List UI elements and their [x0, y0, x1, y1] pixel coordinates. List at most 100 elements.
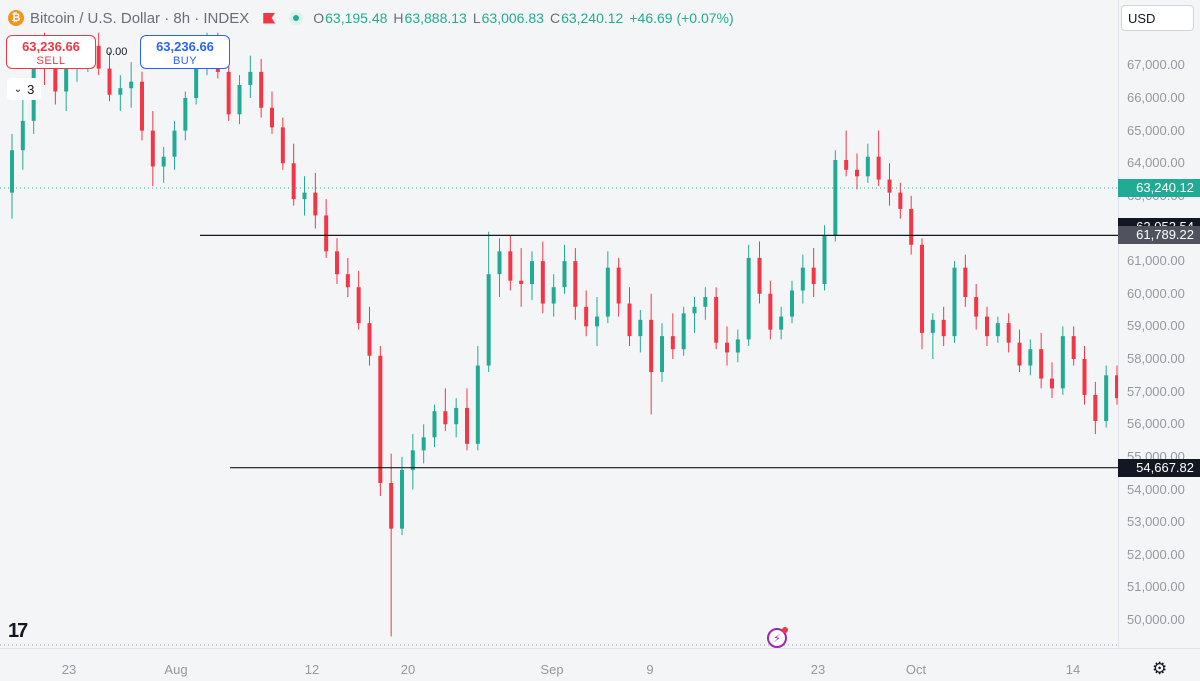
- candle: [844, 130, 849, 177]
- candle: [540, 241, 545, 314]
- candle: [530, 251, 534, 301]
- sell-label: SELL: [36, 55, 66, 67]
- market-status-icon[interactable]: [289, 11, 304, 25]
- time-tick-label: Sep: [540, 662, 564, 677]
- candle: [118, 75, 123, 112]
- candle: [757, 241, 762, 304]
- high-label: H: [393, 10, 404, 26]
- candle: [356, 270, 361, 330]
- candle: [930, 313, 935, 359]
- candlestick-chart[interactable]: [0, 0, 1118, 648]
- candle: [714, 287, 719, 350]
- candle: [692, 297, 697, 333]
- candle: [1017, 329, 1022, 373]
- bitcoin-icon: ₿: [8, 10, 24, 26]
- time-tick-label: 14: [1065, 662, 1081, 677]
- price-tick-label: 59,000.00: [1127, 318, 1185, 334]
- price-tick-label: 51,000.00: [1127, 579, 1185, 595]
- price-tick-label: 60,000.00: [1127, 285, 1185, 301]
- time-tick-label: Oct: [905, 662, 927, 677]
- candle: [497, 238, 502, 298]
- candle: [638, 310, 643, 353]
- candle: [129, 62, 134, 108]
- candle: [150, 111, 155, 187]
- currency-select[interactable]: USD: [1121, 5, 1194, 31]
- change-value: +46.69 (+0.07%): [629, 10, 734, 26]
- candle: [876, 130, 881, 187]
- lightning-event-icon[interactable]: ⚡: [767, 627, 788, 648]
- spread-value: 0.00: [106, 46, 128, 58]
- tradingview-logo[interactable]: 17: [8, 620, 28, 642]
- candle: [822, 225, 827, 291]
- price-tick-label: 56,000.00: [1127, 416, 1185, 432]
- last-price-tag: 63,240.12: [1118, 179, 1200, 198]
- candle: [454, 398, 459, 438]
- candle: [703, 287, 708, 320]
- candle: [291, 143, 296, 206]
- buy-button[interactable]: 63,236.66 BUY: [140, 35, 230, 69]
- symbol-title[interactable]: Bitcoin / U.S. Dollar · 8h · INDEX: [30, 9, 250, 27]
- price-tick-label: 58,000.00: [1127, 351, 1185, 366]
- time-axis[interactable]: [0, 648, 1200, 681]
- candle: [855, 153, 859, 190]
- candle: [226, 58, 231, 121]
- candle: [1050, 362, 1054, 399]
- candle: [1028, 339, 1033, 376]
- candle: [865, 143, 870, 183]
- candle: [421, 424, 426, 464]
- open-value: 63,195.48: [325, 10, 388, 26]
- candle: [1082, 345, 1087, 405]
- price-tick-label: 65,000.00: [1127, 122, 1185, 138]
- candle: [432, 404, 437, 448]
- candle: [107, 52, 112, 102]
- chart-plot-area[interactable]: [0, 0, 1118, 648]
- time-tick-label: 23: [810, 662, 826, 677]
- candle: [475, 345, 480, 451]
- indicators-toggle-button[interactable]: ⌄ 3: [7, 78, 41, 100]
- candle: [833, 150, 838, 242]
- flag-icon[interactable]: [263, 12, 276, 24]
- candle: [183, 91, 188, 141]
- candle: [378, 345, 383, 497]
- candle: [551, 274, 556, 317]
- candle: [887, 163, 892, 206]
- candle: [519, 248, 524, 307]
- candle: [367, 306, 372, 366]
- price-tick-label: 61,000.00: [1127, 253, 1185, 269]
- price-axis[interactable]: [1118, 0, 1200, 648]
- candle: [681, 306, 686, 356]
- high-value: 63,888.13: [404, 10, 467, 26]
- candle: [811, 248, 816, 298]
- candle: [96, 32, 101, 76]
- indicators-count: 3: [27, 81, 35, 97]
- buy-price: 63,236.66: [156, 39, 214, 54]
- candle: [465, 388, 469, 451]
- settings-gear-icon[interactable]: ⚙: [1152, 659, 1168, 678]
- candle: [443, 388, 448, 431]
- price-tick-label: 66,000.00: [1127, 90, 1185, 105]
- candle: [313, 173, 318, 229]
- candle: [270, 91, 274, 134]
- low-value: 63,006.83: [481, 10, 544, 26]
- candle: [735, 329, 740, 363]
- candle: [670, 313, 675, 359]
- candle: [1115, 365, 1118, 405]
- candle: [1071, 326, 1076, 366]
- candle: [920, 238, 924, 350]
- candle: [172, 120, 177, 170]
- candle: [768, 280, 773, 340]
- candle: [660, 323, 664, 382]
- candle: [985, 306, 989, 346]
- close-value: 63,240.12: [561, 10, 624, 26]
- time-tick-label: 12: [304, 662, 320, 677]
- chevron-down-icon: ⌄: [13, 83, 23, 95]
- candle: [20, 94, 25, 170]
- candle: [345, 257, 350, 298]
- candle: [486, 231, 491, 373]
- candle: [1039, 332, 1044, 389]
- candle: [562, 244, 567, 294]
- time-tick-label: Aug: [164, 662, 188, 677]
- sell-button[interactable]: 63,236.66 SELL: [6, 35, 96, 69]
- candle: [573, 248, 578, 320]
- candle: [161, 146, 166, 183]
